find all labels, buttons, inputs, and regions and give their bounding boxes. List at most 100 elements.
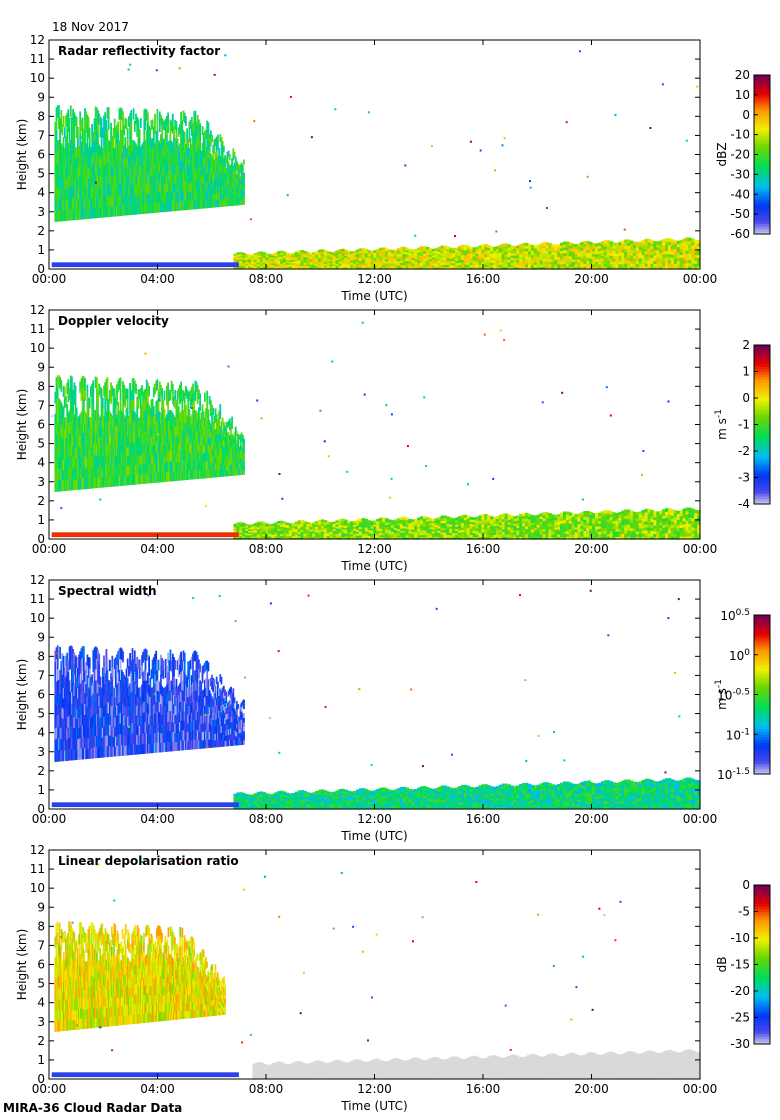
data-cell bbox=[238, 200, 241, 206]
data-cell bbox=[222, 445, 225, 453]
data-cell bbox=[166, 115, 168, 126]
data-field bbox=[51, 50, 701, 270]
data-cell bbox=[180, 391, 182, 402]
data-cell bbox=[105, 162, 108, 175]
data-cell bbox=[194, 410, 197, 421]
data-cell bbox=[228, 435, 231, 442]
data-cell bbox=[176, 462, 179, 472]
data-cell bbox=[111, 176, 114, 187]
data-cell bbox=[513, 253, 517, 256]
data-cell bbox=[214, 165, 217, 174]
data-cell bbox=[116, 465, 118, 477]
data-cell bbox=[434, 254, 439, 258]
data-cell bbox=[685, 237, 689, 242]
data-cell bbox=[163, 138, 166, 149]
data-cell bbox=[449, 251, 453, 255]
data-cell bbox=[256, 535, 261, 538]
data-cell bbox=[367, 253, 372, 257]
data-cell bbox=[177, 173, 180, 184]
data-cell bbox=[195, 160, 198, 171]
data-cell bbox=[221, 167, 224, 175]
data-cell bbox=[124, 446, 127, 457]
data-cell bbox=[679, 245, 684, 250]
data-cell bbox=[169, 150, 172, 161]
data-cell bbox=[676, 246, 681, 250]
x-axis-label: Time (UTC) bbox=[340, 289, 407, 303]
colorbar-step bbox=[754, 212, 770, 216]
data-cell bbox=[107, 453, 110, 466]
data-cell bbox=[306, 523, 310, 527]
data-cell bbox=[60, 143, 63, 155]
data-cell bbox=[239, 257, 243, 260]
data-cell bbox=[221, 437, 224, 445]
data-cell bbox=[253, 254, 258, 257]
data-cell bbox=[163, 436, 166, 446]
data-cell bbox=[188, 461, 191, 471]
data-cell bbox=[183, 440, 186, 452]
colorbar-tick-label: -30 bbox=[730, 167, 750, 181]
data-cell bbox=[96, 410, 98, 423]
data-cell bbox=[81, 432, 84, 445]
data-cell bbox=[297, 250, 302, 253]
data-cell bbox=[329, 522, 334, 525]
data-cell bbox=[574, 259, 579, 263]
data-cell bbox=[455, 264, 459, 268]
data-cell bbox=[277, 535, 281, 538]
data-cell bbox=[542, 244, 546, 249]
data-cell bbox=[148, 203, 150, 214]
data-cell bbox=[81, 196, 84, 209]
data-cell bbox=[113, 128, 116, 139]
data-cell bbox=[130, 390, 133, 402]
data-cell bbox=[104, 112, 107, 124]
data-cell bbox=[207, 434, 210, 444]
data-cell bbox=[97, 455, 99, 467]
data-cell bbox=[73, 468, 76, 480]
data-cell bbox=[239, 434, 242, 439]
data-cell bbox=[91, 425, 93, 437]
data-cell bbox=[431, 262, 436, 266]
data-cell bbox=[231, 193, 233, 201]
data-cell bbox=[112, 476, 115, 487]
data-cell bbox=[221, 456, 224, 464]
data-cell bbox=[650, 245, 654, 250]
data-cell bbox=[519, 264, 523, 268]
data-cell bbox=[162, 463, 165, 473]
data-cell bbox=[192, 132, 194, 143]
data-cell bbox=[205, 129, 207, 139]
data-cell bbox=[101, 167, 104, 178]
data-cell bbox=[446, 250, 450, 254]
data-cell bbox=[120, 183, 123, 195]
data-cell bbox=[458, 257, 462, 261]
data-cell bbox=[104, 185, 107, 197]
data-cell bbox=[123, 475, 126, 486]
data-cell bbox=[291, 261, 296, 264]
data-cell bbox=[166, 433, 168, 444]
data-cell bbox=[420, 246, 424, 250]
data-cell bbox=[124, 475, 127, 486]
data-cell bbox=[58, 409, 60, 423]
data-cell bbox=[234, 195, 237, 201]
data-cell bbox=[542, 266, 546, 270]
data-cell bbox=[274, 527, 278, 530]
data-cell bbox=[97, 401, 99, 413]
data-cell bbox=[114, 166, 117, 177]
data-cell bbox=[145, 452, 148, 463]
data-cell bbox=[201, 175, 204, 184]
data-cell bbox=[148, 453, 150, 464]
data-cell bbox=[170, 440, 173, 452]
data-cell bbox=[423, 264, 427, 268]
data-cell bbox=[139, 435, 142, 446]
data-cell bbox=[69, 409, 72, 422]
data-cell bbox=[370, 259, 374, 263]
data-cell bbox=[181, 459, 184, 471]
data-cell bbox=[157, 420, 160, 432]
data-cell bbox=[168, 390, 171, 401]
data-cell bbox=[73, 198, 76, 210]
data-cell bbox=[320, 525, 325, 528]
data-cell bbox=[128, 445, 130, 456]
data-cell bbox=[77, 479, 79, 490]
data-cell bbox=[673, 240, 678, 244]
data-cell bbox=[697, 240, 701, 244]
data-cell bbox=[670, 251, 675, 255]
data-cell bbox=[181, 410, 184, 421]
